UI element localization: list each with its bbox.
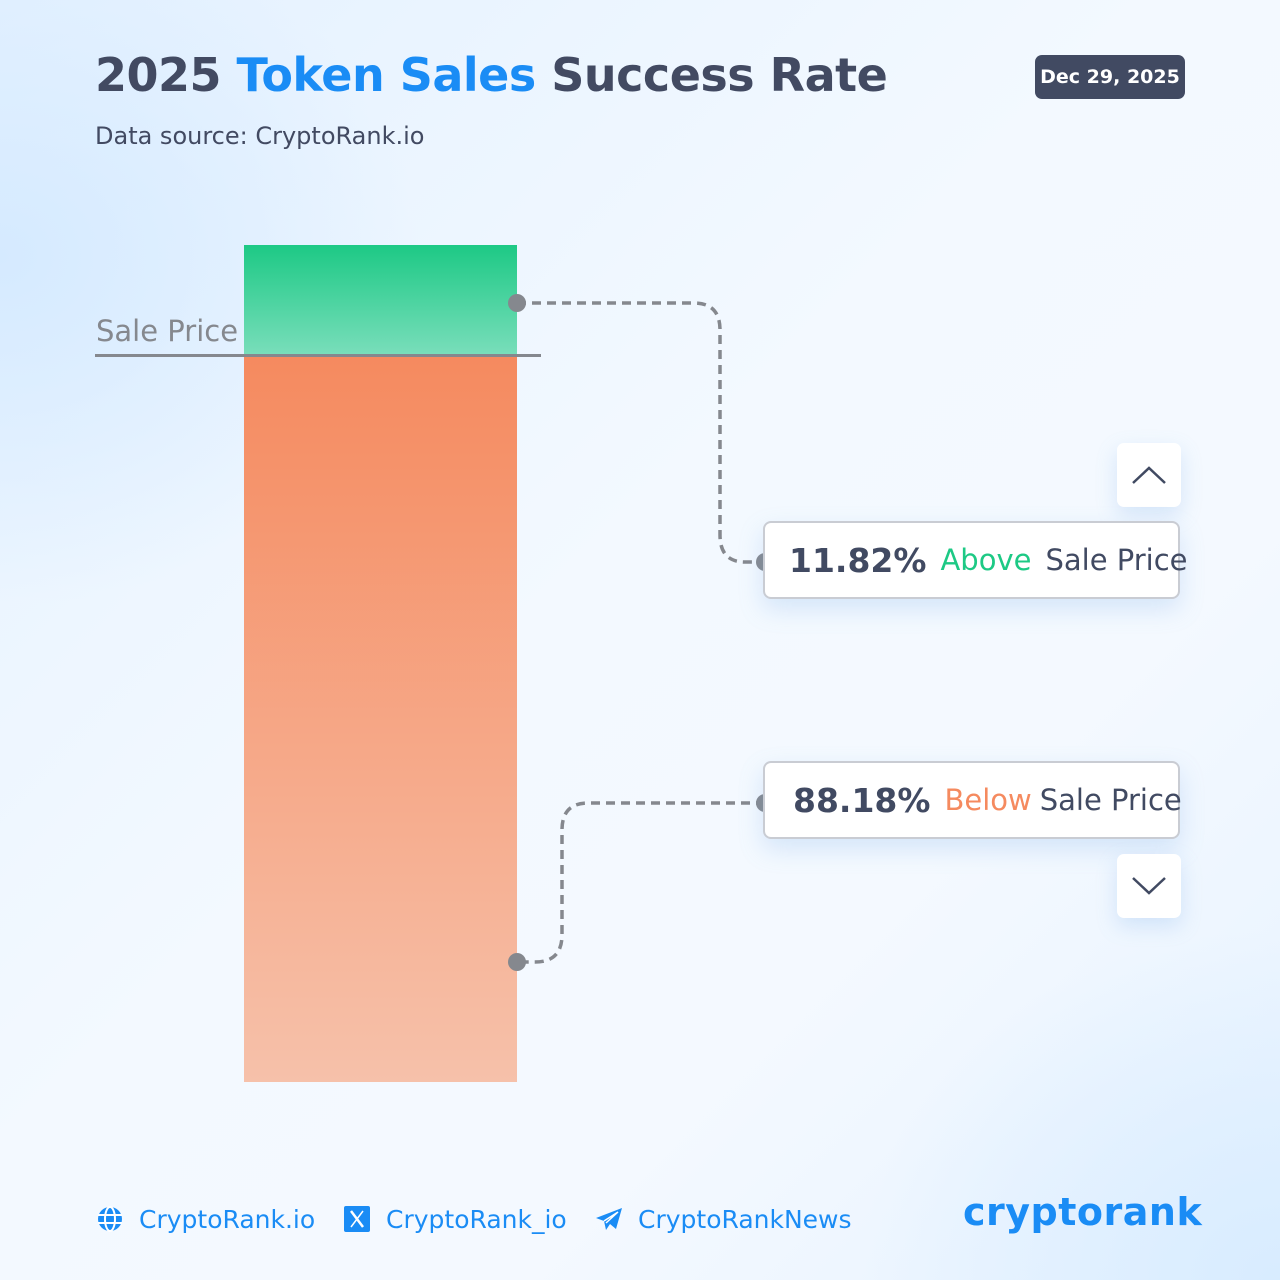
x-icon bbox=[342, 1204, 372, 1234]
bar-above-segment bbox=[244, 245, 517, 356]
footer-x-link[interactable]: CryptoRank_io bbox=[342, 1200, 567, 1238]
chevron-up-icon bbox=[1132, 466, 1166, 484]
bar-below-segment bbox=[244, 356, 517, 1082]
below-percent: 88.18% bbox=[793, 780, 931, 820]
data-source: Data source: CryptoRank.io bbox=[95, 122, 425, 150]
cryptorank-logo: cryptorank bbox=[963, 1190, 1203, 1234]
footer-telegram-link[interactable]: CryptoRankNews bbox=[594, 1200, 852, 1238]
below-sale-price-card: 88.18% Below Sale Price bbox=[763, 761, 1182, 839]
above-percent: 11.82% bbox=[789, 540, 927, 580]
above-sale-price-card: 11.82% Above Sale Price bbox=[763, 521, 1188, 599]
chevron-up-button bbox=[1117, 443, 1181, 507]
telegram-icon bbox=[594, 1204, 624, 1234]
above-suffix: Sale Price bbox=[1045, 543, 1188, 577]
title-year: 2025 bbox=[95, 48, 222, 102]
title-suffix: Success Rate bbox=[551, 48, 888, 102]
chevron-down-button bbox=[1117, 854, 1181, 918]
footer-telegram-label: CryptoRankNews bbox=[638, 1204, 852, 1234]
below-label: Below bbox=[944, 783, 1032, 817]
sale-price-label: Sale Price bbox=[96, 314, 239, 348]
title-highlight: Token Sales bbox=[236, 48, 537, 102]
footer-website-link[interactable]: CryptoRank.io bbox=[95, 1200, 315, 1238]
page-title: 2025 Token Sales Success Rate bbox=[95, 48, 888, 102]
footer-website-label: CryptoRank.io bbox=[139, 1204, 316, 1234]
below-suffix: Sale Price bbox=[1039, 783, 1182, 817]
sale-price-line bbox=[95, 354, 541, 357]
above-label: Above bbox=[940, 543, 1032, 577]
date-badge: Dec 29, 2025 bbox=[1035, 55, 1185, 99]
footer-x-label: CryptoRank_io bbox=[386, 1204, 567, 1234]
globe-icon bbox=[95, 1204, 125, 1234]
chevron-down-icon bbox=[1132, 877, 1166, 895]
